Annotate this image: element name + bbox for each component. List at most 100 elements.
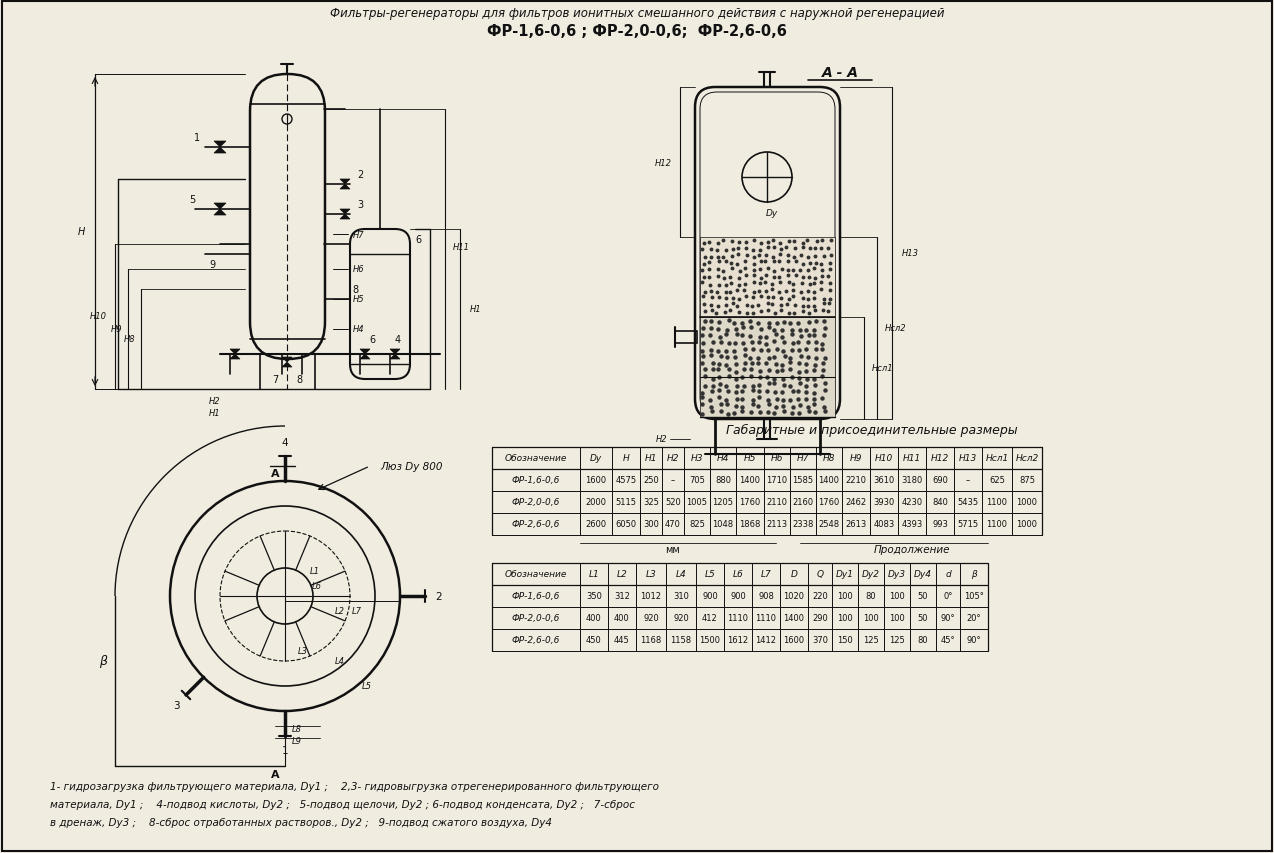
Text: 1168: 1168 — [641, 635, 661, 645]
Text: 5: 5 — [189, 194, 195, 205]
Text: 100: 100 — [889, 592, 905, 601]
Text: H5: H5 — [353, 295, 364, 305]
Text: 1- гидрозагрузка фильтрующего материала, Dy1 ;    2,3- гидровыгрузка отрегенерир: 1- гидрозагрузка фильтрующего материала,… — [50, 781, 659, 791]
Text: Нсл1: Нсл1 — [985, 454, 1009, 463]
Text: 1012: 1012 — [641, 592, 661, 601]
Text: 2000: 2000 — [586, 498, 606, 507]
Text: 8: 8 — [352, 285, 358, 294]
Text: L1: L1 — [589, 570, 599, 579]
Text: 1400: 1400 — [784, 614, 804, 623]
Text: 1000: 1000 — [1017, 519, 1037, 529]
Text: H2: H2 — [655, 435, 668, 444]
Polygon shape — [214, 210, 225, 216]
Text: 900: 900 — [730, 592, 745, 601]
Text: 880: 880 — [715, 476, 731, 485]
Text: H11: H11 — [454, 242, 470, 251]
Text: L4: L4 — [335, 657, 345, 665]
Text: Q: Q — [817, 570, 823, 579]
Text: ФР-1,6-0,6 ; ФР-2,0-0,6;  ФР-2,6-0,6: ФР-1,6-0,6 ; ФР-2,0-0,6; ФР-2,6-0,6 — [487, 25, 787, 39]
Text: 908: 908 — [758, 592, 773, 601]
Text: 3: 3 — [173, 700, 180, 710]
Text: H1: H1 — [209, 409, 220, 418]
Text: 3: 3 — [357, 200, 363, 210]
Text: 1585: 1585 — [792, 476, 814, 485]
Text: –: – — [966, 476, 970, 485]
Text: 80: 80 — [866, 592, 877, 601]
Text: Dy2: Dy2 — [862, 570, 880, 579]
Text: H5: H5 — [744, 454, 757, 463]
Text: 6050: 6050 — [615, 519, 637, 529]
Text: 150: 150 — [837, 635, 852, 645]
Bar — [699, 238, 834, 317]
Text: 300: 300 — [643, 519, 659, 529]
Text: материала, Dy1 ;    4-подвод кислоты, Dy2 ;   5-подвод щелочи, Dy2 ; 6-подвод ко: материала, Dy1 ; 4-подвод кислоты, Dy2 ;… — [50, 799, 634, 809]
Text: 875: 875 — [1019, 476, 1034, 485]
Text: 2613: 2613 — [846, 519, 866, 529]
Text: 1205: 1205 — [712, 498, 734, 507]
Text: 1500: 1500 — [699, 635, 721, 645]
Text: Продолжение: Продолжение — [874, 544, 950, 554]
Text: H3: H3 — [691, 454, 703, 463]
Text: 50: 50 — [917, 614, 929, 623]
Text: 100: 100 — [837, 614, 852, 623]
Text: H4: H4 — [717, 454, 729, 463]
Text: 2462: 2462 — [846, 498, 866, 507]
Text: 470: 470 — [665, 519, 680, 529]
Polygon shape — [214, 142, 225, 148]
Text: 1710: 1710 — [767, 476, 787, 485]
Text: 125: 125 — [862, 635, 879, 645]
Text: 445: 445 — [614, 635, 629, 645]
Text: 1760: 1760 — [818, 498, 840, 507]
Text: L3: L3 — [646, 570, 656, 579]
Text: 9: 9 — [209, 259, 215, 270]
Text: 1110: 1110 — [755, 614, 776, 623]
Text: H13: H13 — [959, 454, 977, 463]
Text: Нсл1: Нсл1 — [871, 364, 893, 373]
Text: 4: 4 — [395, 334, 401, 345]
Text: H12: H12 — [931, 454, 949, 463]
Text: L2: L2 — [617, 570, 627, 579]
Text: 45°: 45° — [940, 635, 956, 645]
Text: H4: H4 — [353, 325, 364, 334]
Text: 4083: 4083 — [874, 519, 894, 529]
Text: 1400: 1400 — [818, 476, 840, 485]
Text: 80: 80 — [917, 635, 929, 645]
Text: 920: 920 — [673, 614, 689, 623]
Text: Люз Dy 800: Люз Dy 800 — [380, 461, 442, 472]
Text: 1: 1 — [282, 746, 288, 755]
Text: 370: 370 — [812, 635, 828, 645]
Text: β: β — [99, 655, 107, 668]
Text: 1110: 1110 — [727, 614, 749, 623]
Text: 1760: 1760 — [739, 498, 761, 507]
Text: 1020: 1020 — [784, 592, 804, 601]
Text: 125: 125 — [889, 635, 905, 645]
Text: ФР-2,0-0,6: ФР-2,0-0,6 — [512, 498, 561, 507]
Text: Обозначение: Обозначение — [505, 570, 567, 579]
Text: H9: H9 — [111, 325, 122, 334]
Text: 310: 310 — [673, 592, 689, 601]
Text: А - А: А - А — [822, 66, 859, 80]
Text: 6: 6 — [369, 334, 375, 345]
Text: 705: 705 — [689, 476, 705, 485]
Text: H6: H6 — [771, 454, 784, 463]
Text: L5: L5 — [705, 570, 716, 579]
Text: Dy: Dy — [590, 454, 603, 463]
Text: Нсл2: Нсл2 — [885, 324, 907, 334]
Text: 4575: 4575 — [615, 476, 637, 485]
Text: 1048: 1048 — [712, 519, 734, 529]
Text: 350: 350 — [586, 592, 601, 601]
Text: 4: 4 — [282, 438, 288, 448]
Text: 900: 900 — [702, 592, 717, 601]
Text: Dy: Dy — [766, 208, 778, 218]
Text: 840: 840 — [933, 498, 948, 507]
Text: A: A — [270, 468, 279, 479]
Text: L8: L8 — [292, 725, 302, 734]
Polygon shape — [282, 363, 292, 368]
Polygon shape — [214, 148, 225, 154]
Text: d: d — [945, 570, 950, 579]
Text: 1612: 1612 — [727, 635, 749, 645]
Text: Dy1: Dy1 — [836, 570, 854, 579]
Text: 920: 920 — [643, 614, 659, 623]
Text: 7: 7 — [271, 374, 278, 385]
Text: 3610: 3610 — [874, 476, 894, 485]
